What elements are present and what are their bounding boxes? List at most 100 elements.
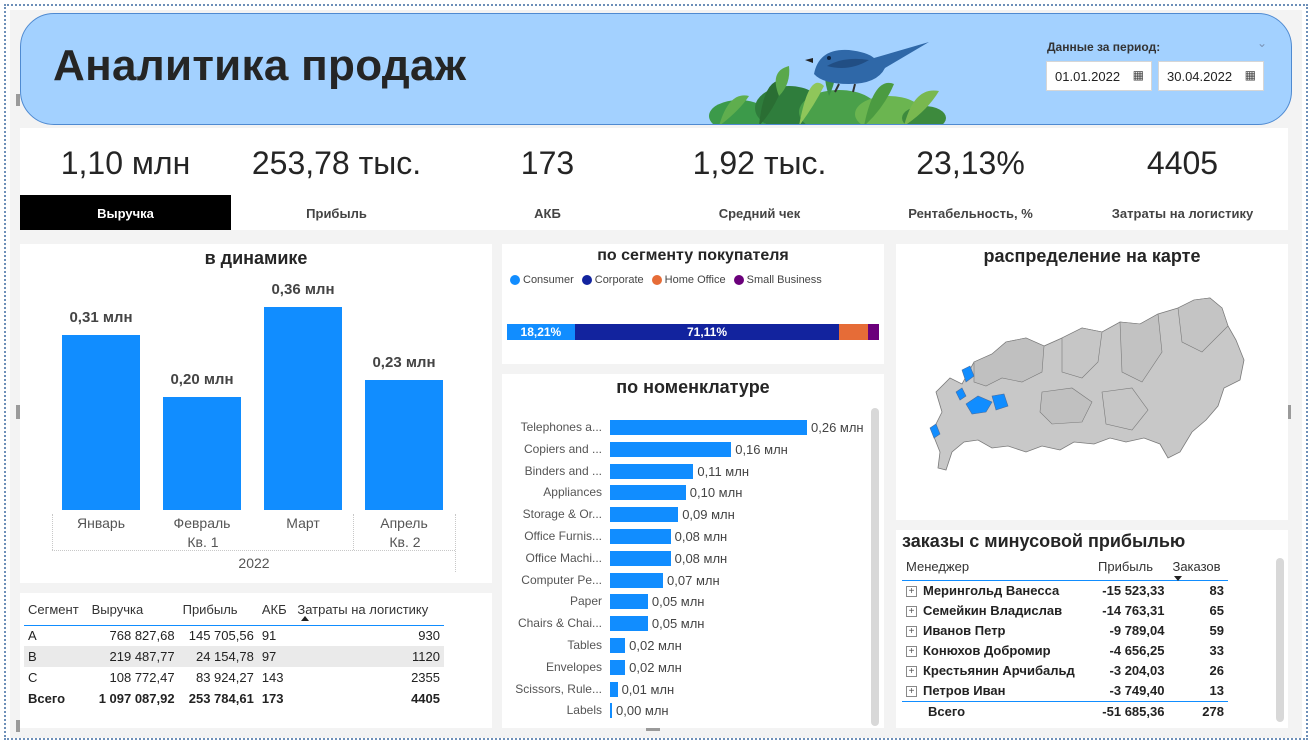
chart-bar[interactable] [610,616,648,632]
quarter-label: Кв. 2 [389,534,421,550]
manager-name: Крестьянин Арчибальд [923,663,1075,679]
table-row[interactable]: B 219 487,77 24 154,78 97 1120 [24,646,444,667]
table-row[interactable]: + Конюхов Добромир -4 656,25 33 [902,641,1228,661]
chart-bar[interactable] [610,681,618,697]
column-header[interactable]: Прибыль [178,595,258,626]
kpi-profit[interactable]: 253,78 тыс. Прибыль [231,128,442,230]
axis-divider [353,514,354,550]
table-cell: -4 656,25 [1109,643,1165,659]
expand-icon[interactable]: + [906,605,917,617]
chart-bar[interactable] [365,380,443,510]
chart-bar[interactable] [610,638,626,653]
resize-handle-bottom-left[interactable] [16,720,20,732]
sort-arrow-icon[interactable] [301,616,309,621]
sort-arrow-icon[interactable] [1174,576,1182,581]
panel-title: в динамике [204,248,308,268]
bar-data-label: 0,02 млн [629,659,682,675]
column-header[interactable]: АКБ [257,595,294,626]
kpi-row: 1,10 млн Выручка 253,78 тыс. Прибыль 173… [20,128,1288,230]
table-cell: 219 487,77 [87,646,179,667]
resize-handle-left[interactable] [16,94,20,106]
table-cell: -14 763,31 [1102,602,1165,618]
expand-icon[interactable]: + [906,666,917,678]
bar-data-label: 0,08 млн [674,529,728,544]
chart-bar[interactable] [610,550,671,566]
legend-item[interactable]: Corporate [581,274,644,286]
chart-bar[interactable] [610,420,807,435]
column-header[interactable]: Менеджер [902,554,1094,581]
calendar-icon[interactable]: ▦ [1244,68,1256,82]
chart-bar[interactable] [610,485,686,501]
kpi-akb[interactable]: 173 АКБ [442,128,653,230]
bar-data-label: 0,36 млн [271,281,335,298]
table-cell: 24 154,78 [178,646,258,667]
chevron-down-icon[interactable]: ⌄ [1257,36,1268,50]
date-to-input[interactable]: 30.04.2022 ▦ [1158,61,1264,91]
kpi-profitability[interactable]: 23,13% Рентабельность, % [865,128,1076,230]
category-label: Telephones a... [520,420,602,434]
legend-item[interactable]: Small Business [733,274,822,286]
expand-icon[interactable]: + [906,585,917,597]
russia-filled-map[interactable] [922,292,1252,472]
table-row[interactable]: + Иванов Петр -9 789,04 59 [902,620,1228,640]
manager-name: Конюхов Добромир [923,643,1051,659]
segment-stacked-bar: 18,21% 71,11% [507,244,879,364]
kpi-avg-check[interactable]: 1,92 тыс. Средний чек [654,128,865,230]
chart-bar[interactable] [610,507,679,523]
chart-bar[interactable] [610,703,612,719]
category-label: Storage & Or... [522,507,602,522]
scrollbar[interactable] [871,408,879,726]
kpi-logistics[interactable]: 4405 Затраты на логистику [1077,128,1288,230]
bar-data-label: 0,10 млн [689,485,743,501]
table-row[interactable]: C 108 772,47 83 924,27 143 2355 [24,667,444,688]
column-header[interactable]: Прибыль [1094,554,1169,581]
chart-bar[interactable] [610,594,648,610]
calendar-icon[interactable]: ▦ [1132,68,1144,82]
bar-data-label: 0,09 млн [682,507,735,523]
table-row[interactable]: + Петров Иван -3 749,40 13 [902,681,1228,701]
expand-icon[interactable]: + [906,646,917,658]
table-total-row: Всего -51 685,36 278 [902,701,1228,721]
chart-bar[interactable] [610,441,732,457]
x-tick-label: Январь [77,515,125,531]
expand-icon[interactable]: + [906,686,917,698]
chart-bar[interactable] [163,397,241,510]
resize-handle-right-mid[interactable] [1287,405,1291,419]
legend-label: Home Office [664,274,726,286]
category-label: Binders and ... [524,463,602,478]
axis-divider [455,514,456,572]
legend-item[interactable]: Consumer [510,274,574,286]
column-header-sorted[interactable]: Заказов [1168,554,1228,581]
category-label: Tables [567,638,602,652]
scrollbar[interactable] [1276,558,1284,722]
segment-bar[interactable] [867,324,879,340]
manager-name: Мерингольд Ванесса [923,582,1060,598]
kpi-revenue[interactable]: 1,10 млн Выручка [20,128,231,230]
chart-bar[interactable] [610,463,694,479]
table-row[interactable]: + Семейкин Владислав -14 763,31 65 [902,600,1228,620]
chart-bar[interactable] [62,335,140,510]
resize-handle-left-mid[interactable] [16,405,20,419]
column-header-sorted[interactable]: Затраты на логистику [293,595,444,626]
segment-bar[interactable]: 71,11% [574,324,840,340]
chart-bar[interactable] [264,307,342,510]
table-cell: 83 924,27 [195,670,254,685]
chart-bar[interactable] [610,529,671,544]
table-cell: B [24,646,88,667]
segment-bar[interactable]: 18,21% [507,324,575,340]
bar-data-label: 0,11 млн [697,463,749,479]
column-header[interactable]: Выручка [87,595,179,626]
segment-bar[interactable] [839,324,868,340]
column-header[interactable]: Сегмент [24,595,88,626]
chart-bar[interactable] [610,572,664,588]
table-row[interactable]: + Крестьянин Арчибальд -3 204,03 26 [902,661,1228,681]
expand-icon[interactable]: + [906,626,917,638]
date-from-input[interactable]: 01.01.2022 ▦ [1046,61,1152,91]
legend-item[interactable]: Home Office [651,274,726,286]
resize-handle-bottom[interactable] [646,727,660,731]
chart-bar[interactable] [610,659,626,675]
table-cell: 1120 [293,646,444,667]
table-total-row: Всего 1 097 087,92 253 784,61 173 4405 [24,688,444,709]
table-row[interactable]: + Мерингольд Ванесса -15 523,33 83 [902,580,1228,600]
table-row[interactable]: A 768 827,68 145 705,56 91 930 [24,625,444,646]
